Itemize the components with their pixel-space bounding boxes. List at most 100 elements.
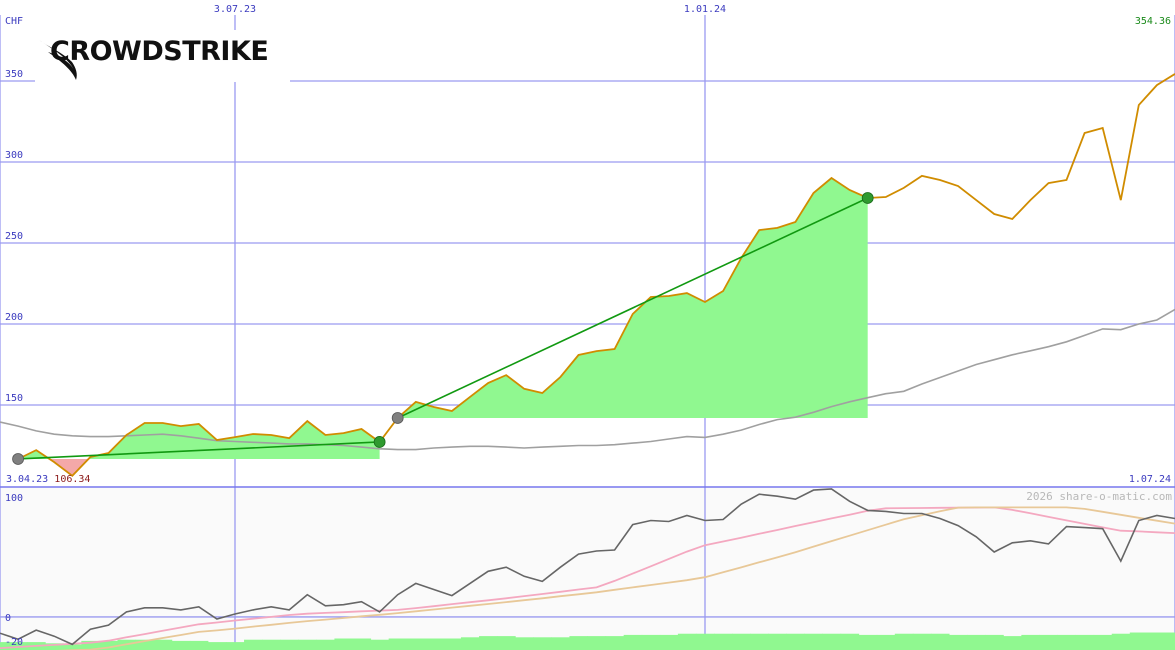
logo-bg bbox=[35, 30, 290, 82]
volume-bar bbox=[189, 640, 209, 650]
volume-bar bbox=[840, 633, 860, 650]
volume-bar bbox=[695, 633, 715, 650]
volume-bar bbox=[1039, 634, 1058, 650]
y-tick-label: 250 bbox=[5, 231, 23, 242]
volume-bar bbox=[280, 639, 299, 650]
overlay: 150 200 250 300 350 3.04.23 3.07.23 1.01.24 1.07… bbox=[0, 4, 1175, 648]
volume-bar bbox=[442, 638, 462, 650]
volume-bar bbox=[605, 636, 625, 650]
volume-bar bbox=[153, 639, 173, 650]
volume-bar bbox=[587, 636, 607, 650]
volume-bar bbox=[732, 633, 751, 650]
y-tick-label: 300 bbox=[5, 150, 23, 161]
logo-text: CROWDSTRIKE bbox=[50, 36, 268, 67]
volume-bar bbox=[460, 637, 480, 650]
end-marker bbox=[373, 436, 386, 448]
y-tick-label: 150 bbox=[5, 393, 23, 404]
line bbox=[0, 488, 1175, 646]
volume-bar bbox=[569, 636, 588, 650]
volume-bar bbox=[45, 643, 64, 650]
volume-bar bbox=[81, 640, 100, 650]
volume-bar bbox=[1129, 632, 1149, 650]
volume-bar bbox=[1057, 634, 1077, 650]
end-marker bbox=[861, 192, 874, 204]
volume-bar bbox=[786, 633, 805, 650]
volume-bar bbox=[262, 639, 281, 650]
line bbox=[17, 73, 1175, 477]
volume-bar bbox=[551, 637, 570, 650]
volume-bar bbox=[1021, 634, 1040, 650]
y-tick-label: -20 bbox=[5, 637, 23, 648]
volume-bar bbox=[659, 634, 679, 650]
x-tick-label: 1.01.24 bbox=[684, 4, 726, 15]
volume-bar bbox=[225, 642, 245, 650]
logo-swoosh bbox=[36, 38, 77, 80]
start-marker bbox=[391, 412, 404, 424]
volume-bar bbox=[1075, 634, 1095, 650]
volume-bar bbox=[334, 638, 353, 650]
volume-bar bbox=[352, 638, 372, 650]
volume-bar bbox=[930, 633, 950, 650]
volume-bar bbox=[714, 633, 733, 650]
volume-bar bbox=[1165, 632, 1175, 650]
volume-bar bbox=[370, 639, 390, 650]
volume-bar bbox=[533, 637, 552, 650]
volume-bar bbox=[406, 638, 426, 650]
volume-bar bbox=[515, 637, 534, 650]
volume-bar bbox=[623, 634, 643, 650]
volume-bar bbox=[949, 634, 968, 650]
x-tick-label: 3.07.23 bbox=[214, 4, 256, 15]
volume-bar bbox=[822, 633, 842, 650]
line bbox=[0, 308, 1175, 451]
volume-bar bbox=[967, 634, 986, 650]
volume-bar bbox=[985, 634, 1004, 650]
volume-bar bbox=[804, 633, 823, 650]
volume-bar bbox=[768, 633, 787, 650]
x-tick-label: 1.07.24 bbox=[1129, 474, 1171, 485]
volume-bar bbox=[497, 636, 516, 650]
volume-bar bbox=[894, 633, 914, 650]
y-tick-label: 0 bbox=[5, 613, 11, 624]
volume-bar bbox=[424, 638, 444, 650]
last-label: 354.36 bbox=[1135, 16, 1171, 27]
lower-panel-bg bbox=[0, 487, 1175, 650]
gain-area bbox=[397, 178, 868, 418]
volume-bar bbox=[99, 640, 118, 650]
min-label: 106.34 bbox=[54, 474, 90, 485]
volume-bar bbox=[912, 633, 932, 650]
watermark: 2026 share-o-matic.com bbox=[1026, 490, 1172, 503]
volume-bar bbox=[858, 634, 878, 650]
volume-bar bbox=[750, 633, 769, 650]
volume-bar bbox=[171, 640, 191, 650]
volume-bar bbox=[388, 638, 408, 650]
gain-area bbox=[18, 421, 380, 459]
x-tick-label: 3.04.23 bbox=[6, 474, 48, 485]
volume-bar bbox=[876, 634, 896, 650]
lower-panel bbox=[0, 487, 1175, 650]
volume-bar bbox=[298, 639, 317, 650]
volume-bar bbox=[135, 639, 155, 650]
volume-bar bbox=[479, 636, 498, 650]
loss-area bbox=[49, 458, 89, 476]
trend-line bbox=[397, 197, 869, 419]
start-marker bbox=[12, 453, 24, 465]
unit-label: CHF bbox=[5, 16, 23, 27]
volume-bar bbox=[0, 642, 10, 650]
volume-bar bbox=[63, 644, 82, 650]
volume-bar bbox=[1147, 632, 1167, 650]
volume-bar bbox=[1111, 633, 1131, 650]
y-tick-label: 200 bbox=[5, 312, 23, 323]
y-tick-label: 100 bbox=[5, 493, 23, 504]
trend-line bbox=[18, 441, 380, 460]
y-tick-label: 350 bbox=[5, 69, 23, 80]
line bbox=[56, 506, 1175, 650]
volume-bar bbox=[244, 639, 263, 650]
volume-bar bbox=[1003, 636, 1022, 650]
volume-bar bbox=[1093, 634, 1113, 650]
volume-bar bbox=[207, 642, 227, 650]
volume-bar bbox=[316, 639, 335, 650]
main-panel bbox=[0, 15, 1175, 487]
volume-bar bbox=[677, 633, 697, 650]
volume-bar bbox=[641, 634, 661, 650]
